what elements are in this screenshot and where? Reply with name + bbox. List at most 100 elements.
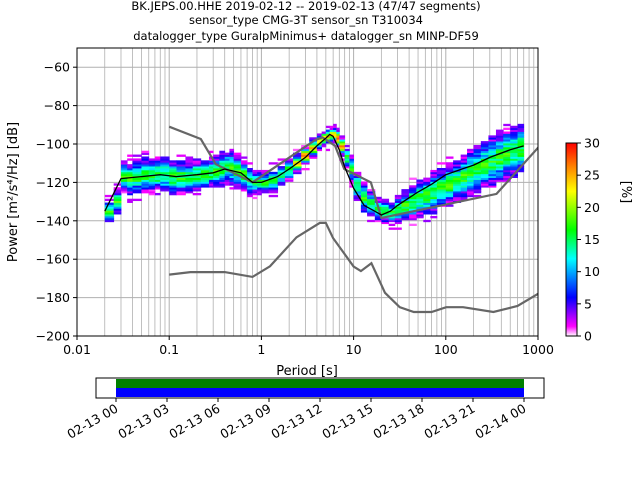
density-cell xyxy=(416,204,424,207)
density-cell xyxy=(388,217,396,221)
chart-title-line-2: sensor_type CMG-3T sensor_sn T310034 xyxy=(189,13,423,27)
density-cell xyxy=(510,158,518,161)
density-cell xyxy=(257,191,262,194)
density-cell xyxy=(430,198,438,202)
density-cell xyxy=(388,219,396,223)
density-cell xyxy=(240,160,248,163)
density-cell xyxy=(510,133,518,136)
density-cell xyxy=(353,189,362,192)
density-cell xyxy=(381,214,390,217)
density-cell xyxy=(467,160,474,163)
density-cell xyxy=(510,143,518,146)
colorbar: 0 5 10 15 20 25 30 [%] xyxy=(565,136,633,344)
density-cell xyxy=(200,168,210,171)
density-cell xyxy=(430,212,438,215)
density-cell xyxy=(208,173,214,177)
density-cell xyxy=(247,187,253,190)
density-cell xyxy=(503,137,511,140)
density-cell xyxy=(229,168,235,171)
density-cell xyxy=(336,129,340,132)
density-cell xyxy=(329,137,334,140)
density-cell xyxy=(495,166,504,169)
density-cell xyxy=(517,154,525,157)
density-cell xyxy=(453,164,462,167)
density-cell xyxy=(292,152,302,155)
density-cell xyxy=(268,185,279,188)
density-cell xyxy=(401,189,410,192)
density-cell xyxy=(460,162,468,165)
density-cell xyxy=(339,152,346,155)
density-cell xyxy=(453,181,462,184)
density-cell xyxy=(247,185,253,188)
density-cell xyxy=(344,144,350,148)
density-cell xyxy=(353,196,362,200)
density-cell xyxy=(224,154,230,157)
density-cell xyxy=(453,194,462,198)
density-cell xyxy=(185,171,194,175)
x-tick-label: 0.1 xyxy=(159,342,179,357)
density-cell xyxy=(154,181,161,184)
density-cell xyxy=(401,214,410,217)
density-cell xyxy=(480,146,489,150)
density-cell xyxy=(367,212,376,215)
density-cell xyxy=(284,171,294,175)
density-cell xyxy=(127,198,133,202)
density-cell xyxy=(213,160,220,163)
density-cell xyxy=(208,169,214,173)
density-cell xyxy=(229,177,235,180)
density-cell xyxy=(367,219,376,223)
density-cell xyxy=(430,210,438,213)
density-cell xyxy=(113,191,122,194)
timeline-tick-label: 02-13 09 xyxy=(217,401,273,442)
density-cell xyxy=(261,185,270,188)
density-cell xyxy=(473,168,482,171)
density-cell xyxy=(192,160,202,163)
density-cell xyxy=(277,171,286,175)
density-cell xyxy=(277,169,286,173)
density-cell xyxy=(510,129,518,132)
density-cell xyxy=(329,125,334,129)
density-cell xyxy=(247,169,253,173)
density-cell xyxy=(436,192,447,196)
density-cell xyxy=(325,131,331,134)
mean-psd-line xyxy=(104,133,524,216)
density-cell xyxy=(208,177,214,180)
density-cell xyxy=(473,191,482,194)
density-cell xyxy=(316,146,323,150)
density-cell xyxy=(127,185,133,188)
density-cell xyxy=(160,177,170,180)
density-cell xyxy=(401,191,410,194)
density-cell xyxy=(120,175,128,178)
density-cell xyxy=(185,183,194,186)
density-cell xyxy=(160,166,170,169)
density-cell xyxy=(510,169,518,173)
density-cell xyxy=(309,144,318,148)
density-cell xyxy=(219,171,226,175)
density-cell xyxy=(339,154,346,157)
density-cell xyxy=(467,179,474,182)
density-cell xyxy=(284,162,294,165)
density-cell xyxy=(120,171,128,175)
density-cell xyxy=(503,160,511,163)
density-cell xyxy=(200,183,210,186)
density-cell xyxy=(344,156,350,159)
density-cell xyxy=(104,217,115,221)
y-tick-label: −160 xyxy=(36,252,70,267)
density-cell xyxy=(480,160,489,163)
density-cell xyxy=(154,162,161,165)
noise-model-line xyxy=(169,221,538,314)
density-cell xyxy=(301,162,310,165)
density-cell xyxy=(349,164,354,167)
density-cell xyxy=(353,194,362,198)
density-cell xyxy=(104,202,115,205)
density-cell xyxy=(436,194,447,198)
density-cell xyxy=(517,160,525,163)
density-cell xyxy=(503,143,511,146)
density-cell xyxy=(401,204,410,207)
density-cell xyxy=(219,169,226,173)
density-cell xyxy=(268,175,279,178)
timeline-tick-label: 02-13 18 xyxy=(370,401,426,442)
density-cell xyxy=(132,189,142,192)
